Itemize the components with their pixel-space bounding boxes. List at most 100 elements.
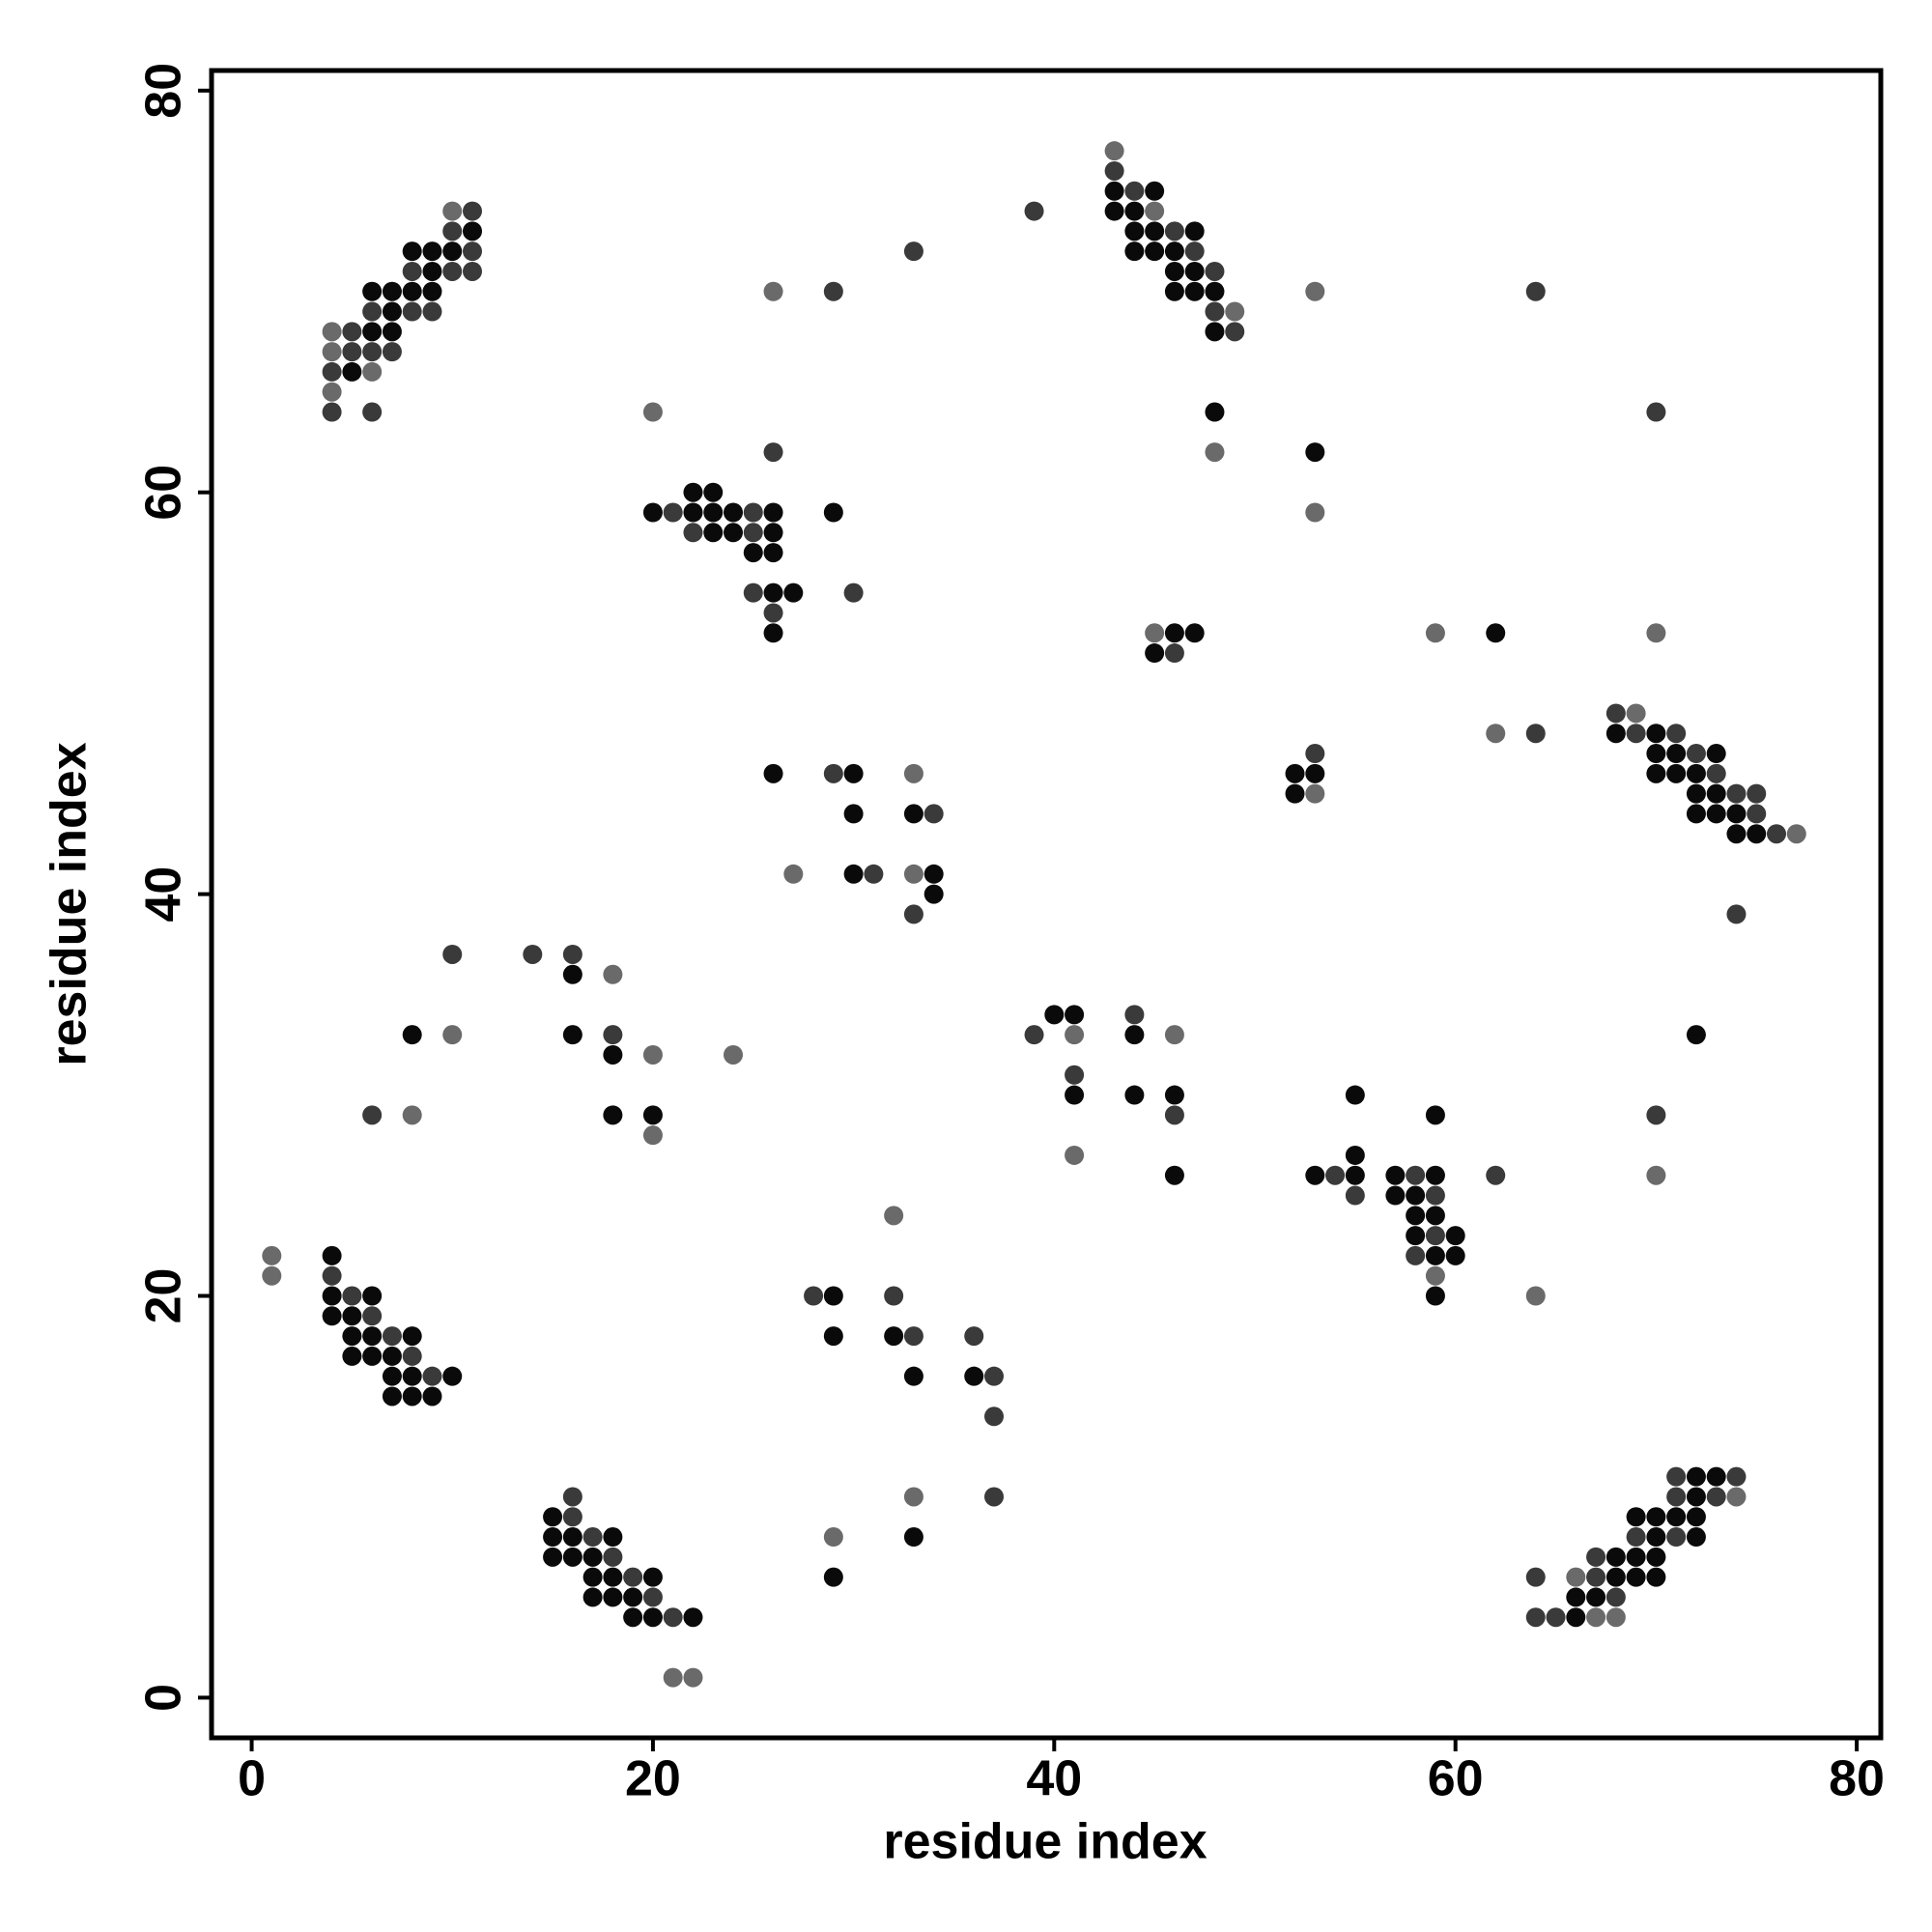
point [1124, 181, 1145, 201]
point [1145, 221, 1165, 242]
point [1605, 703, 1626, 724]
point [1164, 1165, 1184, 1185]
point [1586, 1607, 1606, 1628]
point [783, 582, 804, 603]
point [1065, 1065, 1085, 1085]
point [663, 1667, 683, 1688]
point [1104, 201, 1124, 221]
point [1726, 904, 1747, 924]
point [984, 1366, 1004, 1386]
point [703, 502, 724, 523]
point [964, 1326, 984, 1347]
point [1065, 1145, 1085, 1165]
point [903, 1527, 923, 1548]
point [984, 1406, 1004, 1427]
point [923, 884, 944, 904]
point [1225, 301, 1245, 322]
point [342, 1306, 362, 1326]
point [1666, 1487, 1687, 1507]
point [463, 261, 482, 281]
point [1546, 1607, 1566, 1628]
point [362, 301, 383, 322]
point [743, 582, 763, 603]
point [422, 242, 442, 262]
point [1285, 783, 1305, 804]
point [1305, 744, 1325, 764]
point [1666, 1527, 1687, 1548]
point [642, 402, 663, 422]
point [562, 944, 582, 964]
point [1124, 1085, 1145, 1105]
point [1406, 1206, 1426, 1226]
point [1686, 1025, 1706, 1045]
point [322, 342, 342, 362]
point [884, 1326, 904, 1347]
point [1406, 1165, 1426, 1185]
point [322, 1265, 342, 1286]
point [1184, 261, 1205, 281]
point [1666, 724, 1687, 744]
point [543, 1527, 563, 1548]
y-tick-label: 0 [136, 1684, 192, 1712]
point [923, 864, 944, 884]
point [442, 1366, 463, 1386]
point [1145, 242, 1165, 262]
point [763, 763, 783, 783]
point [382, 281, 402, 301]
point [1124, 221, 1145, 242]
point [763, 523, 783, 543]
point [1406, 1245, 1426, 1265]
point [402, 261, 422, 281]
point [463, 242, 482, 262]
point [763, 623, 783, 643]
point [562, 1025, 582, 1045]
point [1525, 1567, 1546, 1587]
point [1626, 703, 1646, 724]
point [1425, 1245, 1445, 1265]
point [864, 864, 884, 884]
point [1184, 242, 1205, 262]
point [1205, 402, 1225, 422]
point [1164, 281, 1184, 301]
point [582, 1567, 603, 1587]
point [1044, 1005, 1065, 1025]
point [923, 804, 944, 824]
point [402, 1326, 422, 1347]
point [1385, 1185, 1406, 1206]
point [1646, 1165, 1666, 1185]
point [1686, 783, 1706, 804]
point [362, 361, 383, 382]
point [743, 523, 763, 543]
point [562, 1527, 582, 1548]
point [683, 502, 703, 523]
point [402, 1105, 422, 1125]
point [342, 322, 362, 342]
point [1666, 763, 1687, 783]
point [683, 1667, 703, 1688]
point [703, 523, 724, 543]
point [763, 502, 783, 523]
point [442, 242, 463, 262]
point [1726, 1487, 1747, 1507]
point [1124, 242, 1145, 262]
point [1205, 442, 1225, 463]
point [262, 1265, 282, 1286]
point [1646, 1527, 1666, 1548]
point [1345, 1185, 1365, 1206]
point [743, 543, 763, 563]
point [1525, 1286, 1546, 1306]
point [1305, 763, 1325, 783]
point [562, 1547, 582, 1567]
point [1406, 1226, 1426, 1246]
point [422, 1386, 442, 1406]
point [362, 322, 383, 342]
point [1646, 1547, 1666, 1567]
point [1205, 301, 1225, 322]
point [1486, 1165, 1506, 1185]
point [582, 1587, 603, 1607]
point [1686, 1527, 1706, 1548]
point [1205, 281, 1225, 301]
point [1164, 1085, 1184, 1105]
point [683, 523, 703, 543]
point [903, 763, 923, 783]
